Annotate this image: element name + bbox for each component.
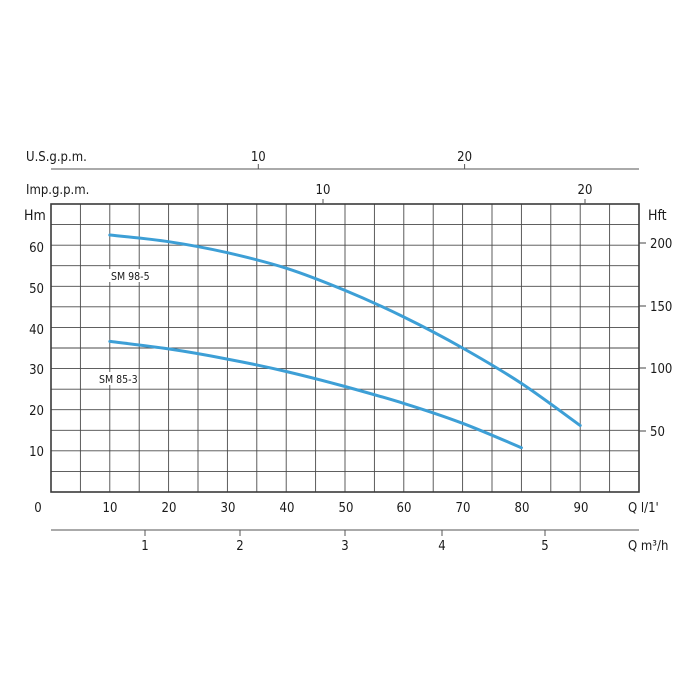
hm-axis: Hm 60 50 40 30 20 10: [24, 208, 46, 460]
hm-tick-label-30: 30: [29, 363, 44, 378]
curve-sm-98-5: [108, 233, 582, 427]
q-m3h-axis: 1 2 3 4 5 Q m³/h: [51, 529, 668, 554]
q-lmin-tick-label-30: 30: [221, 501, 236, 516]
q-lmin-tick-label-90: 90: [574, 501, 589, 516]
hft-tick-label-150: 150: [650, 300, 672, 315]
plot-grid: [51, 204, 639, 492]
q-lmin-tick-label-40: 40: [280, 501, 295, 516]
series-label-bg-2: [96, 372, 138, 385]
hm-unit-label: Hm: [24, 208, 46, 224]
series-label-sm-85-3: SM 85-3: [99, 374, 138, 386]
q-m3h-tick-label-1: 1: [141, 539, 148, 554]
q-m3h-unit-label: Q m³/h: [628, 539, 668, 554]
hm-tick-label-50: 50: [29, 282, 44, 297]
hft-tick-label-200: 200: [650, 237, 672, 252]
q-lmin-tick-label-10: 10: [103, 501, 118, 516]
hft-tick-label-50: 50: [650, 425, 665, 440]
hft-axis: Hft 200 150 100 50: [639, 208, 672, 440]
curve-sm-85-3: [108, 339, 523, 450]
imp-gpm-tick-label-2: 20: [578, 183, 593, 198]
plot-frame: [50, 203, 640, 493]
q-m3h-tick-label-2: 2: [236, 539, 243, 554]
series-label-sm-98-5: SM 98-5: [111, 271, 150, 283]
q-lmin-tick-label-80: 80: [515, 501, 530, 516]
us-gpm-tick-label-1: 10: [251, 150, 266, 165]
us-gpm-axis: U.S.g.p.m. 10 20: [26, 150, 639, 170]
q-lmin-tick-label-0: 0: [34, 501, 41, 516]
q-m3h-tick-label-4: 4: [438, 539, 445, 554]
series-layer: [108, 233, 582, 450]
us-gpm-label: U.S.g.p.m.: [26, 150, 87, 165]
q-lmin-unit-label: Q l/1': [628, 501, 659, 516]
hm-tick-label-60: 60: [29, 241, 44, 256]
us-gpm-tick-label-2: 20: [457, 150, 472, 165]
hm-tick-label-20: 20: [29, 404, 44, 419]
series-label-bg-1: [108, 269, 150, 282]
imp-gpm-label: Imp.g.p.m.: [26, 183, 89, 198]
q-lmin-tick-label-70: 70: [456, 501, 471, 516]
q-lmin-axis: 0 10 20 30 40 50 60 70 80 90 Q l/1': [34, 501, 658, 516]
q-lmin-tick-label-50: 50: [339, 501, 354, 516]
imp-gpm-axis: Imp.g.p.m. 10 20: [26, 183, 592, 204]
hft-tick-label-100: 100: [650, 362, 672, 377]
q-m3h-tick-label-5: 5: [541, 539, 548, 554]
hm-tick-label-40: 40: [29, 323, 44, 338]
imp-gpm-tick-label-1: 10: [316, 183, 331, 198]
hm-tick-label-10: 10: [29, 445, 44, 460]
q-lmin-tick-label-60: 60: [397, 501, 412, 516]
q-lmin-tick-label-20: 20: [162, 501, 177, 516]
q-m3h-tick-label-3: 3: [341, 539, 348, 554]
hft-unit-label: Hft: [648, 208, 667, 224]
